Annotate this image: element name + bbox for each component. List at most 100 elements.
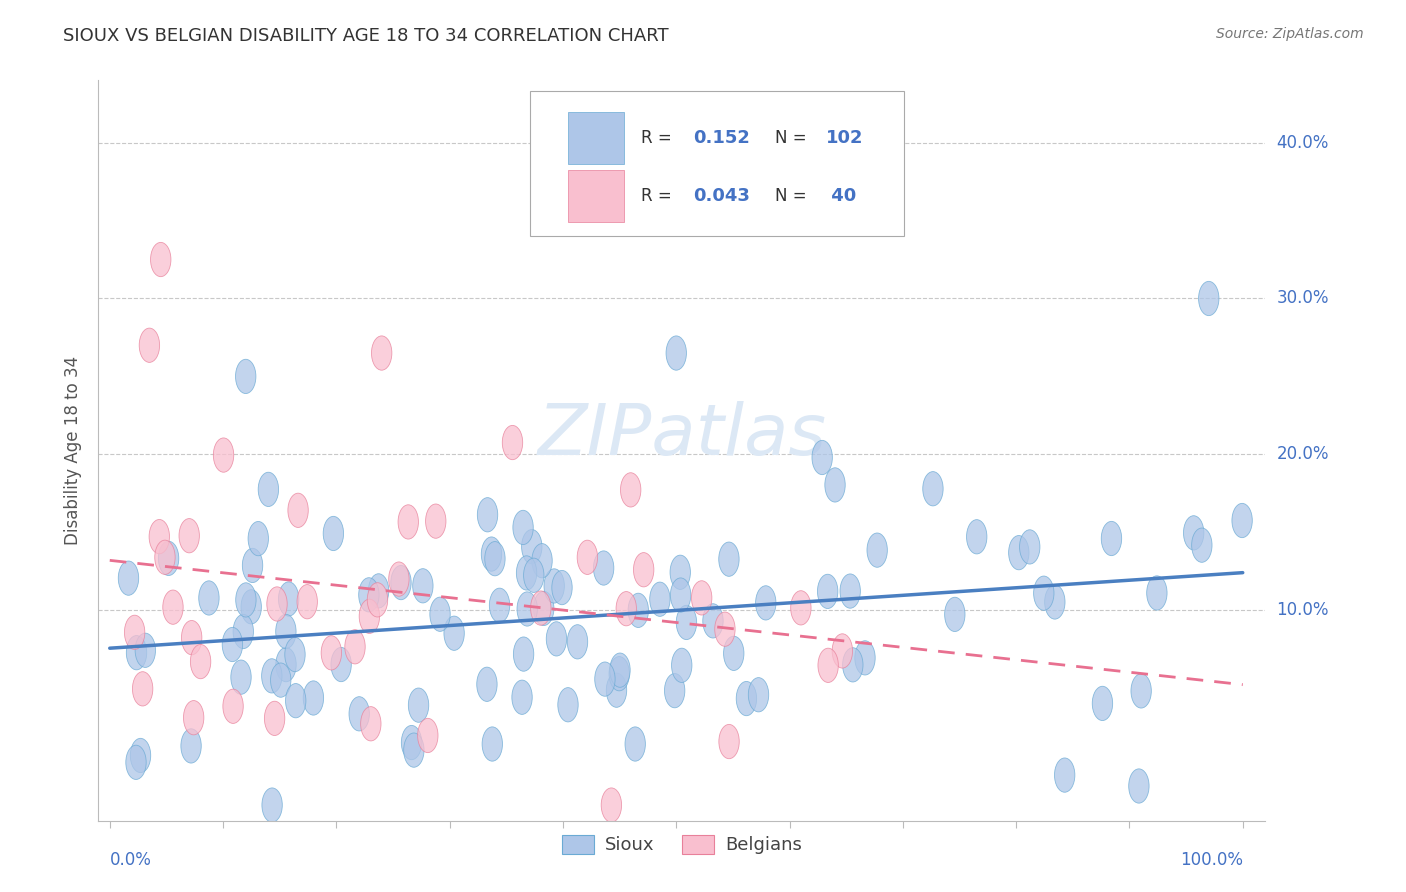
Ellipse shape	[127, 635, 146, 670]
Ellipse shape	[190, 644, 211, 679]
Ellipse shape	[790, 591, 811, 625]
Text: N =: N =	[775, 128, 813, 146]
Ellipse shape	[714, 612, 735, 647]
Ellipse shape	[606, 673, 627, 707]
Ellipse shape	[593, 551, 614, 585]
Ellipse shape	[531, 543, 553, 578]
Ellipse shape	[489, 588, 510, 623]
Ellipse shape	[544, 569, 564, 603]
Ellipse shape	[118, 561, 139, 595]
Ellipse shape	[276, 648, 297, 681]
Ellipse shape	[149, 519, 170, 554]
Ellipse shape	[832, 634, 852, 668]
Ellipse shape	[482, 727, 502, 761]
Ellipse shape	[198, 581, 219, 615]
Ellipse shape	[602, 788, 621, 822]
Ellipse shape	[179, 518, 200, 553]
Ellipse shape	[270, 663, 291, 698]
Y-axis label: Disability Age 18 to 34: Disability Age 18 to 34	[65, 356, 83, 545]
Ellipse shape	[825, 467, 845, 502]
Ellipse shape	[430, 597, 450, 632]
Ellipse shape	[323, 516, 343, 550]
Ellipse shape	[1130, 673, 1152, 708]
Ellipse shape	[259, 472, 278, 507]
Ellipse shape	[855, 640, 875, 675]
Ellipse shape	[485, 541, 505, 576]
Ellipse shape	[163, 590, 183, 624]
Ellipse shape	[304, 681, 323, 715]
Ellipse shape	[512, 680, 533, 714]
Ellipse shape	[159, 541, 179, 575]
Ellipse shape	[444, 616, 464, 650]
Ellipse shape	[481, 537, 502, 571]
Ellipse shape	[359, 578, 380, 612]
Ellipse shape	[297, 584, 318, 619]
Ellipse shape	[502, 425, 523, 459]
Ellipse shape	[724, 636, 744, 671]
Ellipse shape	[755, 586, 776, 620]
Ellipse shape	[1008, 535, 1029, 570]
Ellipse shape	[1232, 503, 1253, 538]
Ellipse shape	[818, 648, 838, 682]
Ellipse shape	[665, 673, 685, 707]
Text: 30.0%: 30.0%	[1277, 290, 1329, 308]
Text: R =: R =	[641, 187, 678, 205]
Ellipse shape	[401, 725, 422, 760]
Ellipse shape	[478, 498, 498, 532]
Ellipse shape	[276, 615, 297, 648]
Text: 20.0%: 20.0%	[1277, 445, 1329, 463]
Ellipse shape	[344, 630, 366, 664]
Ellipse shape	[391, 566, 411, 599]
Ellipse shape	[1019, 530, 1040, 564]
Ellipse shape	[551, 570, 572, 605]
Ellipse shape	[413, 569, 433, 603]
Ellipse shape	[214, 438, 233, 472]
Ellipse shape	[1101, 521, 1122, 556]
Ellipse shape	[1147, 576, 1167, 610]
Ellipse shape	[321, 636, 342, 670]
Ellipse shape	[371, 336, 392, 370]
Ellipse shape	[718, 542, 740, 576]
Ellipse shape	[922, 472, 943, 506]
Ellipse shape	[349, 697, 370, 731]
Ellipse shape	[1092, 686, 1112, 721]
Ellipse shape	[150, 243, 172, 277]
Ellipse shape	[368, 574, 389, 608]
Text: 10.0%: 10.0%	[1277, 601, 1329, 619]
Text: 0.152: 0.152	[693, 128, 751, 146]
Ellipse shape	[671, 578, 690, 612]
Ellipse shape	[155, 541, 176, 574]
Ellipse shape	[609, 657, 630, 690]
Ellipse shape	[288, 493, 308, 527]
Ellipse shape	[181, 621, 202, 655]
Ellipse shape	[868, 533, 887, 567]
Ellipse shape	[236, 582, 256, 617]
Ellipse shape	[513, 510, 533, 545]
Ellipse shape	[523, 558, 544, 592]
Ellipse shape	[131, 739, 150, 772]
Ellipse shape	[718, 724, 740, 759]
Ellipse shape	[547, 622, 567, 656]
Ellipse shape	[634, 553, 654, 587]
Text: 0.043: 0.043	[693, 187, 751, 205]
FancyBboxPatch shape	[568, 170, 624, 222]
Ellipse shape	[672, 648, 692, 682]
Ellipse shape	[264, 701, 285, 736]
FancyBboxPatch shape	[530, 91, 904, 235]
Ellipse shape	[398, 505, 419, 539]
Ellipse shape	[1045, 585, 1064, 619]
Ellipse shape	[132, 672, 153, 706]
Ellipse shape	[620, 473, 641, 507]
Text: 100.0%: 100.0%	[1180, 851, 1243, 869]
Ellipse shape	[359, 599, 380, 633]
Ellipse shape	[1129, 769, 1149, 803]
Ellipse shape	[595, 662, 614, 697]
Ellipse shape	[628, 593, 648, 627]
Ellipse shape	[242, 549, 263, 582]
Text: SIOUX VS BELGIAN DISABILITY AGE 18 TO 34 CORRELATION CHART: SIOUX VS BELGIAN DISABILITY AGE 18 TO 34…	[63, 27, 669, 45]
Ellipse shape	[262, 788, 283, 822]
Ellipse shape	[945, 598, 965, 632]
Legend: Sioux, Belgians: Sioux, Belgians	[553, 826, 811, 863]
Ellipse shape	[966, 520, 987, 554]
Ellipse shape	[236, 359, 256, 393]
